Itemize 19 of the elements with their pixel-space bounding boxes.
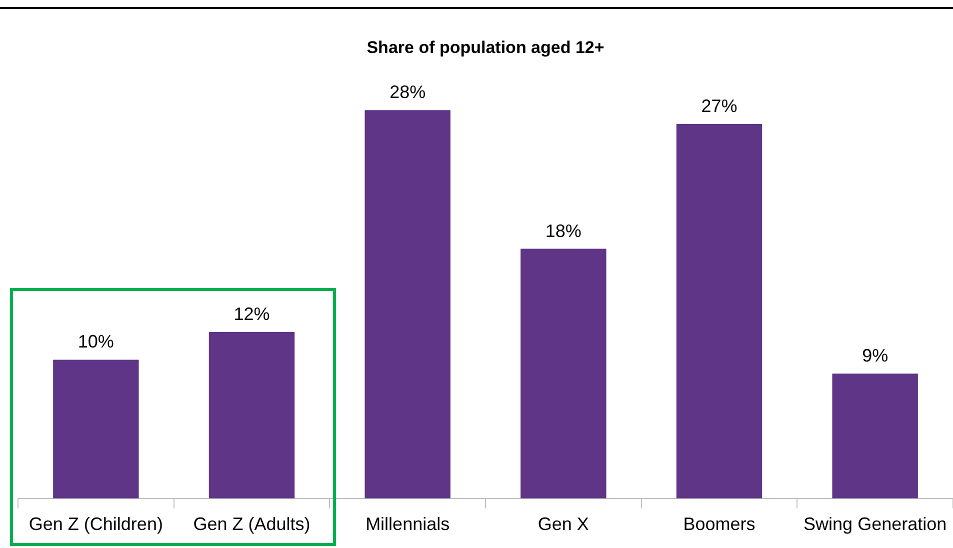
data-label: 9% — [862, 346, 888, 366]
x-tick-label: Gen X — [538, 514, 589, 534]
bar — [676, 124, 762, 498]
x-tick-label: Swing Generation — [804, 514, 947, 534]
bar — [832, 374, 918, 498]
x-tick-label: Gen Z (Adults) — [193, 514, 310, 534]
bar — [53, 360, 139, 498]
chart-title: Share of population aged 12+ — [366, 38, 604, 57]
x-tick-label: Gen Z (Children) — [28, 514, 163, 534]
bar — [208, 332, 295, 498]
x-tick-label: Boomers — [683, 514, 756, 534]
bar — [520, 248, 606, 498]
data-label: 28% — [390, 82, 426, 102]
data-label: 10% — [78, 332, 114, 352]
data-label: 12% — [234, 304, 270, 324]
bar — [364, 110, 450, 498]
data-label: 27% — [701, 96, 738, 116]
x-tick-label: Millennials — [366, 514, 450, 534]
data-label: 18% — [545, 220, 582, 241]
